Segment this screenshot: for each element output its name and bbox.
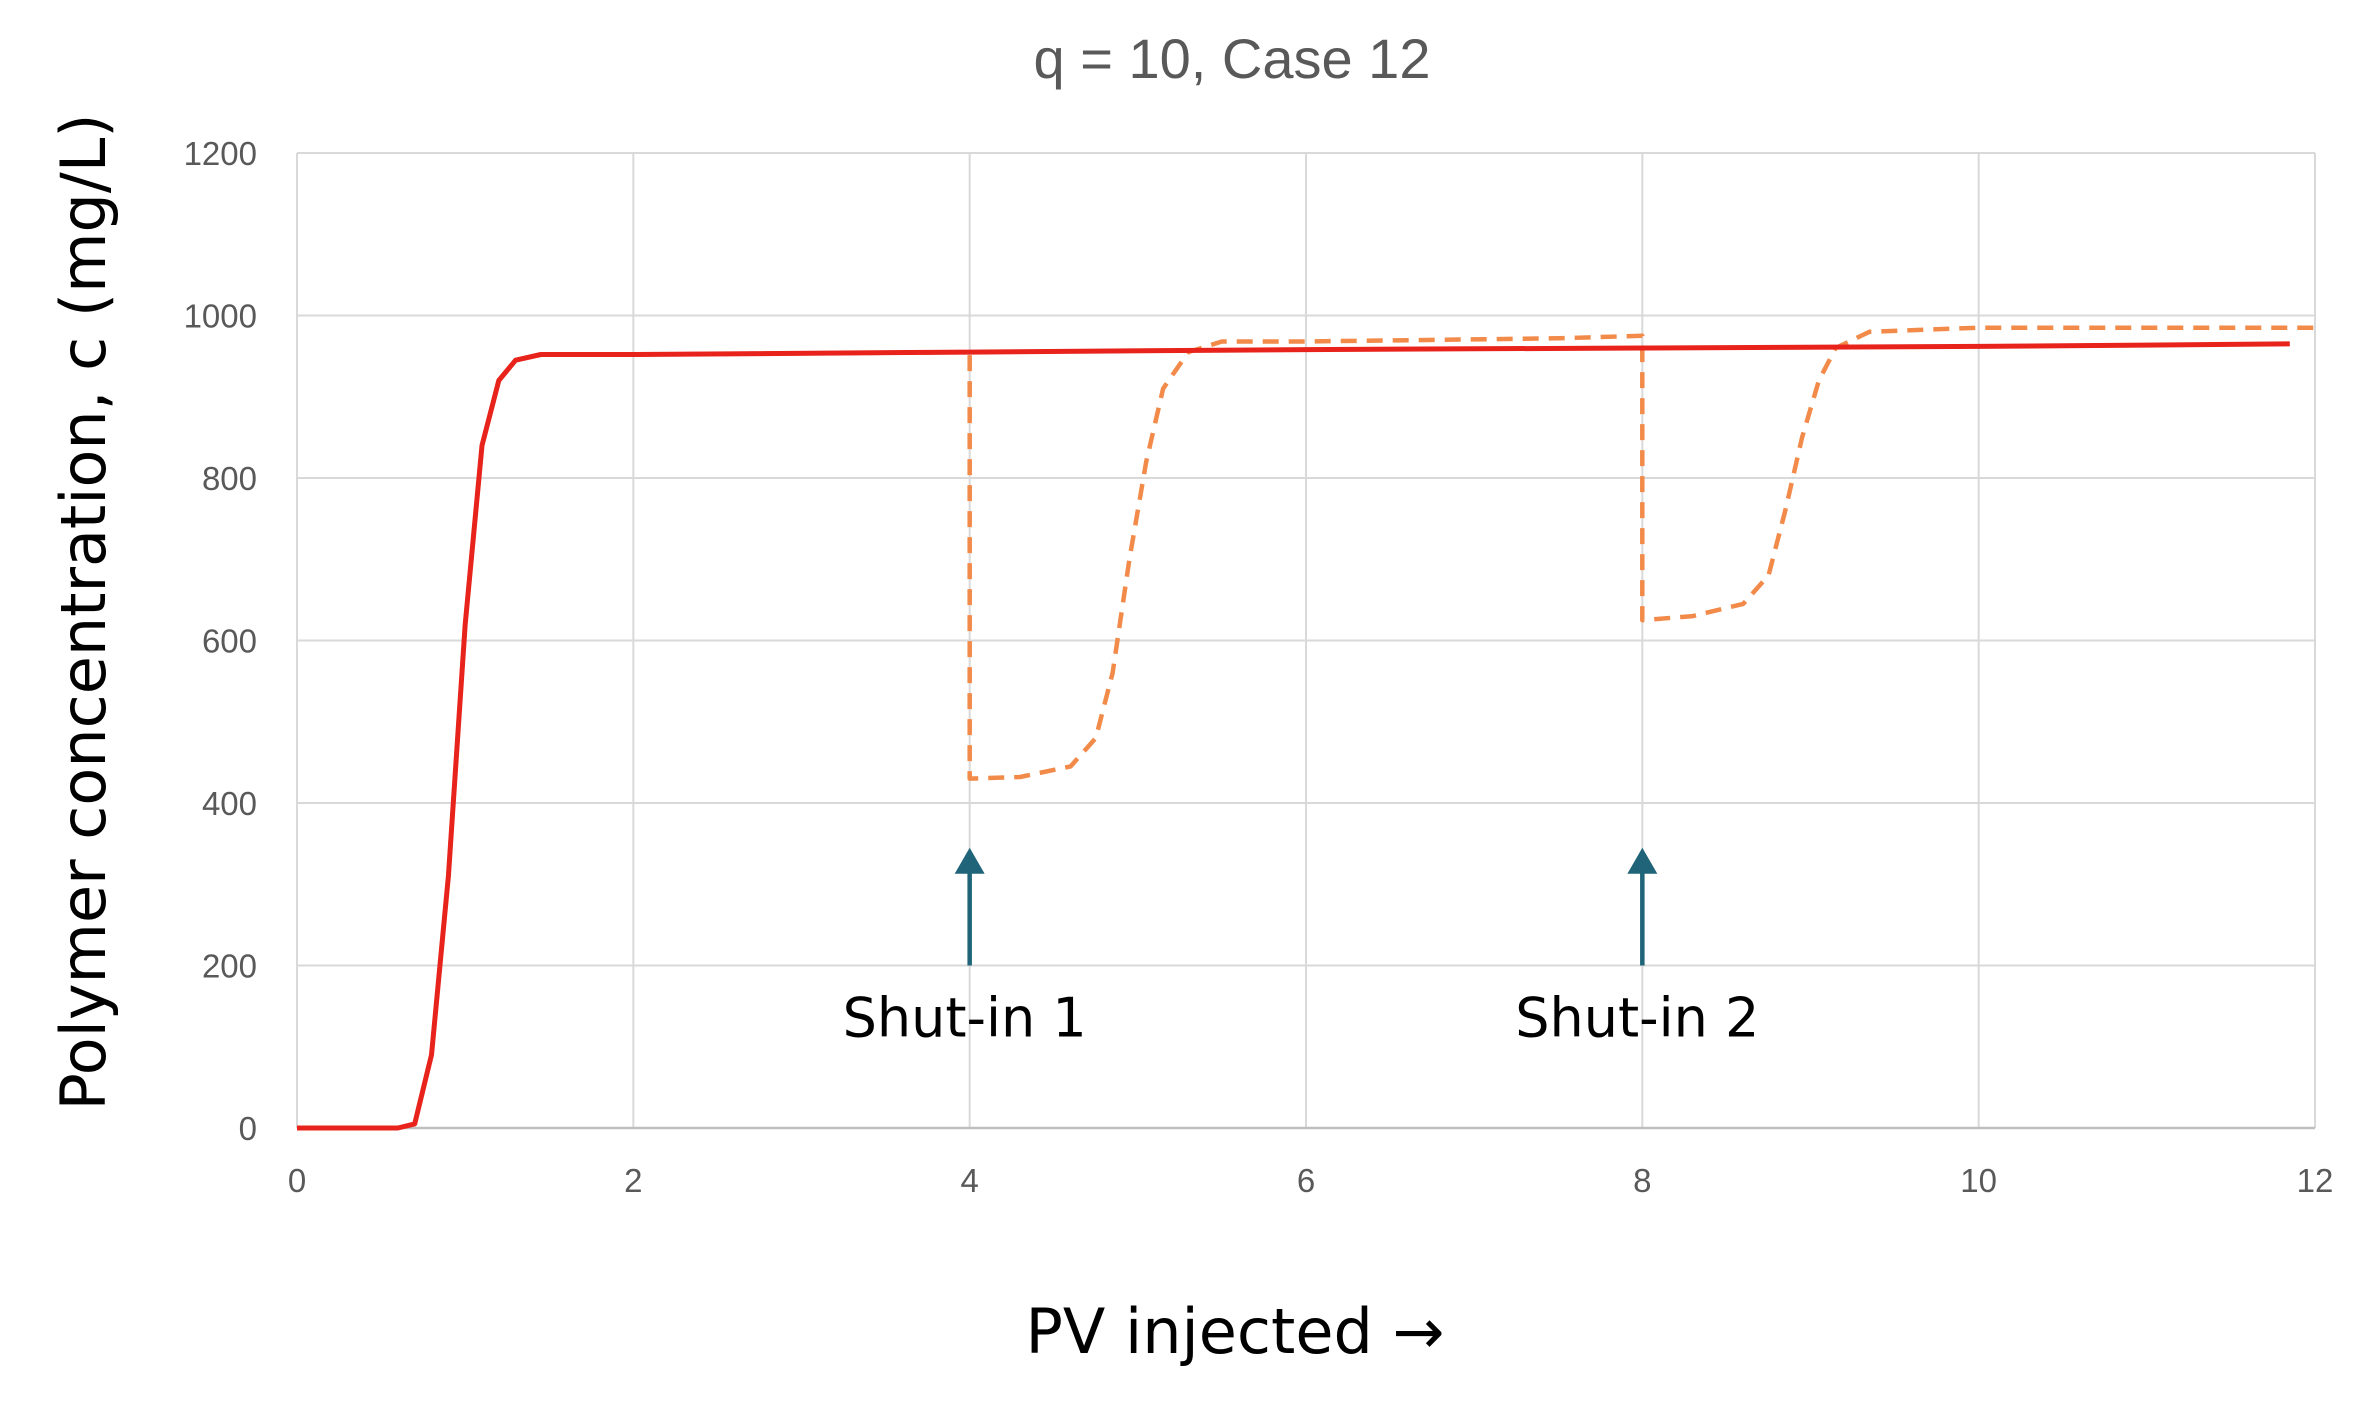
x-axis-label: PV injected → — [1026, 1295, 1445, 1368]
series-line-dashed — [297, 325, 2315, 1131]
x-tick-label: 12 — [2297, 1162, 2334, 1199]
x-tick-label: 8 — [1633, 1162, 1651, 1199]
shut-in-label: Shut-in 1 — [843, 987, 1087, 1050]
y-tick-label: 1200 — [184, 135, 257, 172]
shut-in-label: Shut-in 2 — [1515, 987, 1759, 1050]
x-tick-label: 4 — [960, 1162, 978, 1199]
annotations: Shut-in 1 Shut-in 2 — [843, 847, 1759, 1050]
x-tick-label: 10 — [1960, 1162, 1997, 1199]
y-tick-label: 1000 — [184, 298, 257, 335]
shut-in-arrow-head — [954, 847, 985, 874]
grid — [296, 152, 2316, 1129]
series-line-solid — [297, 341, 2290, 1131]
y-tick-label: 800 — [202, 460, 257, 497]
x-tick-label: 6 — [1297, 1162, 1315, 1199]
y-axis-label: Polymer concentration, c (mg/L) — [47, 114, 120, 1111]
x-tick-label: 2 — [624, 1162, 642, 1199]
y-tick-label: 0 — [239, 1110, 257, 1147]
axes: 0 200 400 600 800 1000 1200 0 2 4 6 8 10 12 — [184, 135, 2334, 1199]
y-tick-label: 200 — [202, 948, 257, 985]
x-tick-label: 0 — [288, 1162, 306, 1199]
series-layer — [297, 325, 2315, 1131]
shut-in-arrow-head — [1627, 847, 1658, 874]
y-tick-label: 400 — [202, 785, 257, 822]
chart-title: q = 10, Case 12 — [1034, 27, 1431, 90]
y-tick-label: 600 — [202, 623, 257, 660]
